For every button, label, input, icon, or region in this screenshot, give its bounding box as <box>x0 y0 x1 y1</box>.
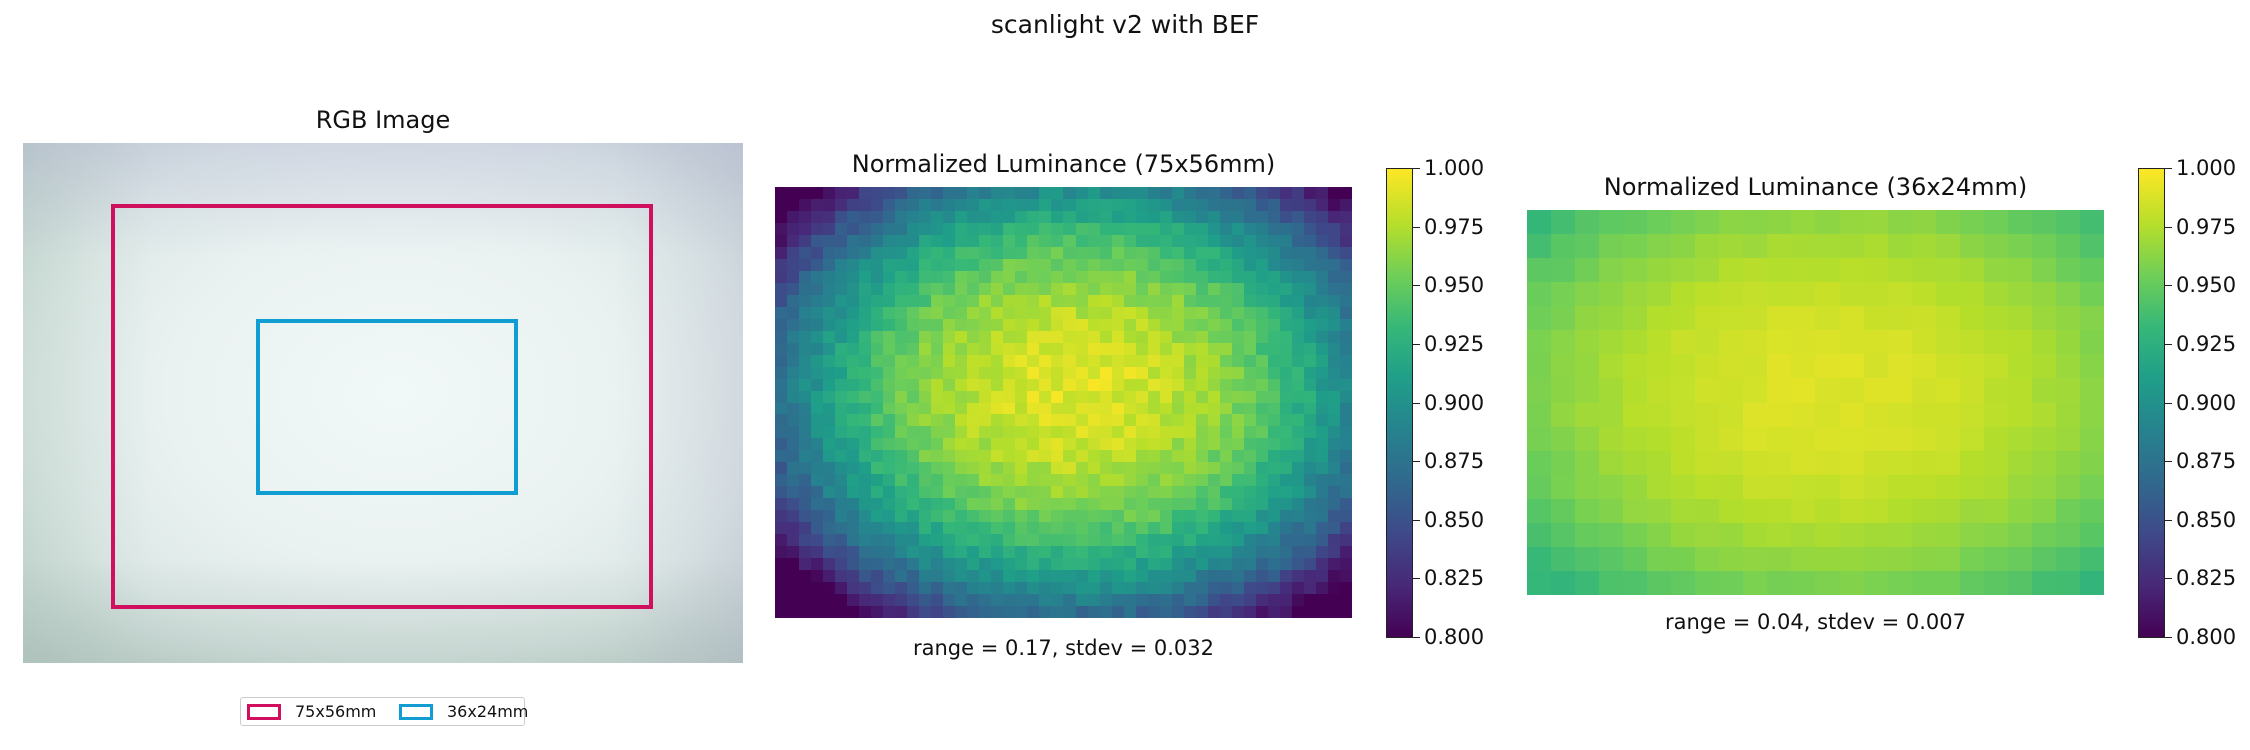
colorbar-tick-label: 0.975 <box>2176 214 2237 239</box>
colorbar-tick <box>1413 226 1420 228</box>
colorbar-tick-label: 0.825 <box>2176 566 2237 591</box>
colorbar-tick-label: 0.900 <box>1424 390 1485 415</box>
colorbar-tick-label: 0.925 <box>2176 331 2237 356</box>
colorbar-tick-label: 0.800 <box>2176 625 2237 649</box>
lum75-panel-title: Normalized Luminance (75x56mm) <box>851 150 1276 178</box>
colorbar-tick <box>1413 402 1420 404</box>
colorbar-tick-label: 0.875 <box>2176 449 2237 474</box>
figure-title: scanlight v2 with BEF <box>990 10 1260 39</box>
outline-36x24mm <box>256 319 518 495</box>
colorbar-tick-label: 0.850 <box>1424 507 1485 532</box>
colorbar-tick-label: 1.000 <box>1424 156 1485 180</box>
rgb-legend: 75x56mm 36x24mm <box>240 697 529 726</box>
colorbar-tick <box>2165 285 2172 287</box>
colorbar-tick-label: 0.950 <box>2176 273 2237 298</box>
lum75-caption: range = 0.17, stdev = 0.032 <box>912 636 1215 660</box>
colorbar-tick-label: 0.975 <box>1424 214 1485 239</box>
colorbar-tick <box>2165 343 2172 345</box>
colorbar-tick-label: 0.875 <box>1424 449 1485 474</box>
colorbar-tick-label: 0.900 <box>2176 390 2237 415</box>
colorbar-tick <box>2165 226 2172 228</box>
colorbar-tick <box>1413 461 1420 463</box>
colorbar-tick <box>2165 402 2172 404</box>
colorbar-tick <box>1413 637 1420 638</box>
legend-label-36x24mm: 36x24mm <box>447 702 529 721</box>
colorbar-tick <box>1413 519 1420 521</box>
lum36-heatmap <box>1527 210 2104 595</box>
colorbar-tick <box>2165 519 2172 521</box>
legend-swatch-75x56mm <box>247 704 281 720</box>
lum36-panel-title: Normalized Luminance (36x24mm) <box>1603 173 2028 201</box>
colorbar-tick-label: 0.850 <box>2176 507 2237 532</box>
colorbar-tick <box>1413 285 1420 287</box>
colorbar-tick <box>1413 343 1420 345</box>
colorbar-tick-label: 0.925 <box>1424 331 1485 356</box>
rgb-image <box>23 143 743 663</box>
colorbar-tick <box>2165 637 2172 638</box>
colorbar-tick-label: 0.825 <box>1424 566 1485 591</box>
rgb-panel-title: RGB Image <box>315 106 451 134</box>
colorbar-tick <box>2165 461 2172 463</box>
colorbar-tick-label: 0.950 <box>1424 273 1485 298</box>
colorbar-tick <box>1413 168 1420 169</box>
lum75-heatmap <box>775 187 1352 618</box>
colorbar-tick <box>1413 578 1420 580</box>
outline-75x56mm <box>111 204 653 609</box>
colorbar-tick <box>2165 578 2172 580</box>
lum36-caption: range = 0.04, stdev = 0.007 <box>1664 610 1967 634</box>
colorbar-tick-label: 1.000 <box>2176 156 2237 180</box>
colorbar-tick <box>2165 168 2172 169</box>
colorbar-1 <box>1386 168 1413 638</box>
colorbar-2 <box>2138 168 2165 638</box>
legend-swatch-36x24mm <box>399 704 433 720</box>
legend-label-75x56mm: 75x56mm <box>295 702 377 721</box>
colorbar-tick-label: 0.800 <box>1424 625 1485 649</box>
